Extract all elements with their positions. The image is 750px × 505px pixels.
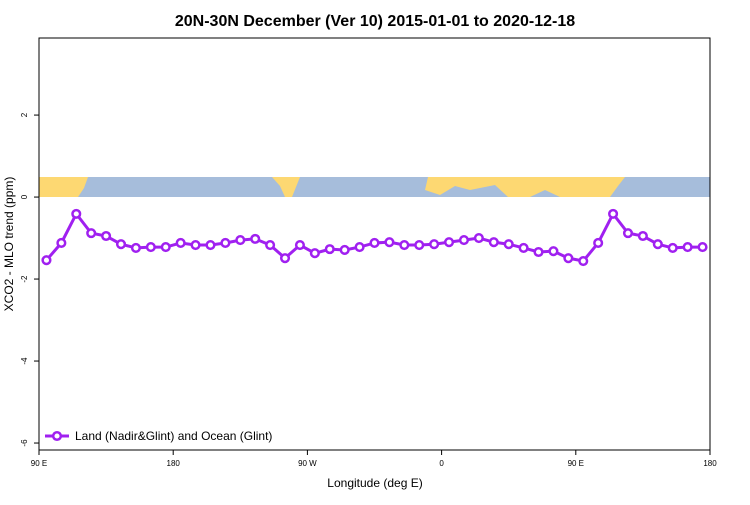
point [444,237,455,248]
point [458,235,470,246]
point [518,242,529,253]
point [101,230,112,242]
legend-marker [51,430,63,442]
point [265,239,276,251]
point [130,242,141,253]
point [41,255,52,266]
map-strip [39,177,710,197]
point [548,246,559,257]
point [399,239,410,251]
point [160,242,171,253]
point [235,235,246,246]
point [667,242,678,253]
point [637,230,648,242]
point [205,239,216,251]
x-tick-label: 90 E [568,459,584,468]
legend-label: Land (Nadir&Glint) and Ocean (Glint) [75,429,272,443]
point [175,237,186,249]
point [697,242,708,253]
point [563,253,574,264]
plot-frame [38,37,711,451]
y-tick-label: 0 [20,194,29,199]
point [488,237,499,248]
point [309,248,320,259]
chart-title: 20N-30N December (Ver 10) 2015-01-01 to … [175,13,575,30]
point [652,239,663,250]
point [682,242,693,253]
point [56,237,67,249]
point [324,244,335,255]
point [190,239,201,251]
point [503,239,514,250]
point [250,233,261,244]
x-tick-label: 0 [439,459,444,468]
x-tick-label: 180 [167,459,181,468]
point [339,244,350,255]
y-tick-label: -4 [20,357,29,365]
point [115,239,127,250]
point [86,228,97,239]
point [593,237,604,249]
point [533,246,544,258]
point [622,228,634,239]
point [608,208,619,219]
point [145,242,156,253]
point [369,237,380,249]
y-tick-label: 2 [20,112,29,117]
point [384,237,395,248]
point [429,239,440,250]
y-axis-label: XCO2 - MLO trend (ppm) [2,177,16,312]
y-tick-label: -2 [20,275,29,283]
point [578,255,589,267]
point [294,239,305,251]
x-tick-label: 180 [703,459,717,468]
point [71,208,82,219]
point [473,233,484,244]
point [220,237,231,249]
point [279,253,291,264]
point [354,242,365,253]
x-axis-label: Longitude (deg E) [327,476,422,490]
point [414,239,425,251]
y-tick-label: -6 [20,439,29,447]
x-tick-label: 90 W [298,459,317,468]
x-tick-label: 90 E [31,459,47,468]
series-line [45,211,703,263]
legend: Land (Nadir&Glint) and Ocean (Glint) [45,429,272,443]
